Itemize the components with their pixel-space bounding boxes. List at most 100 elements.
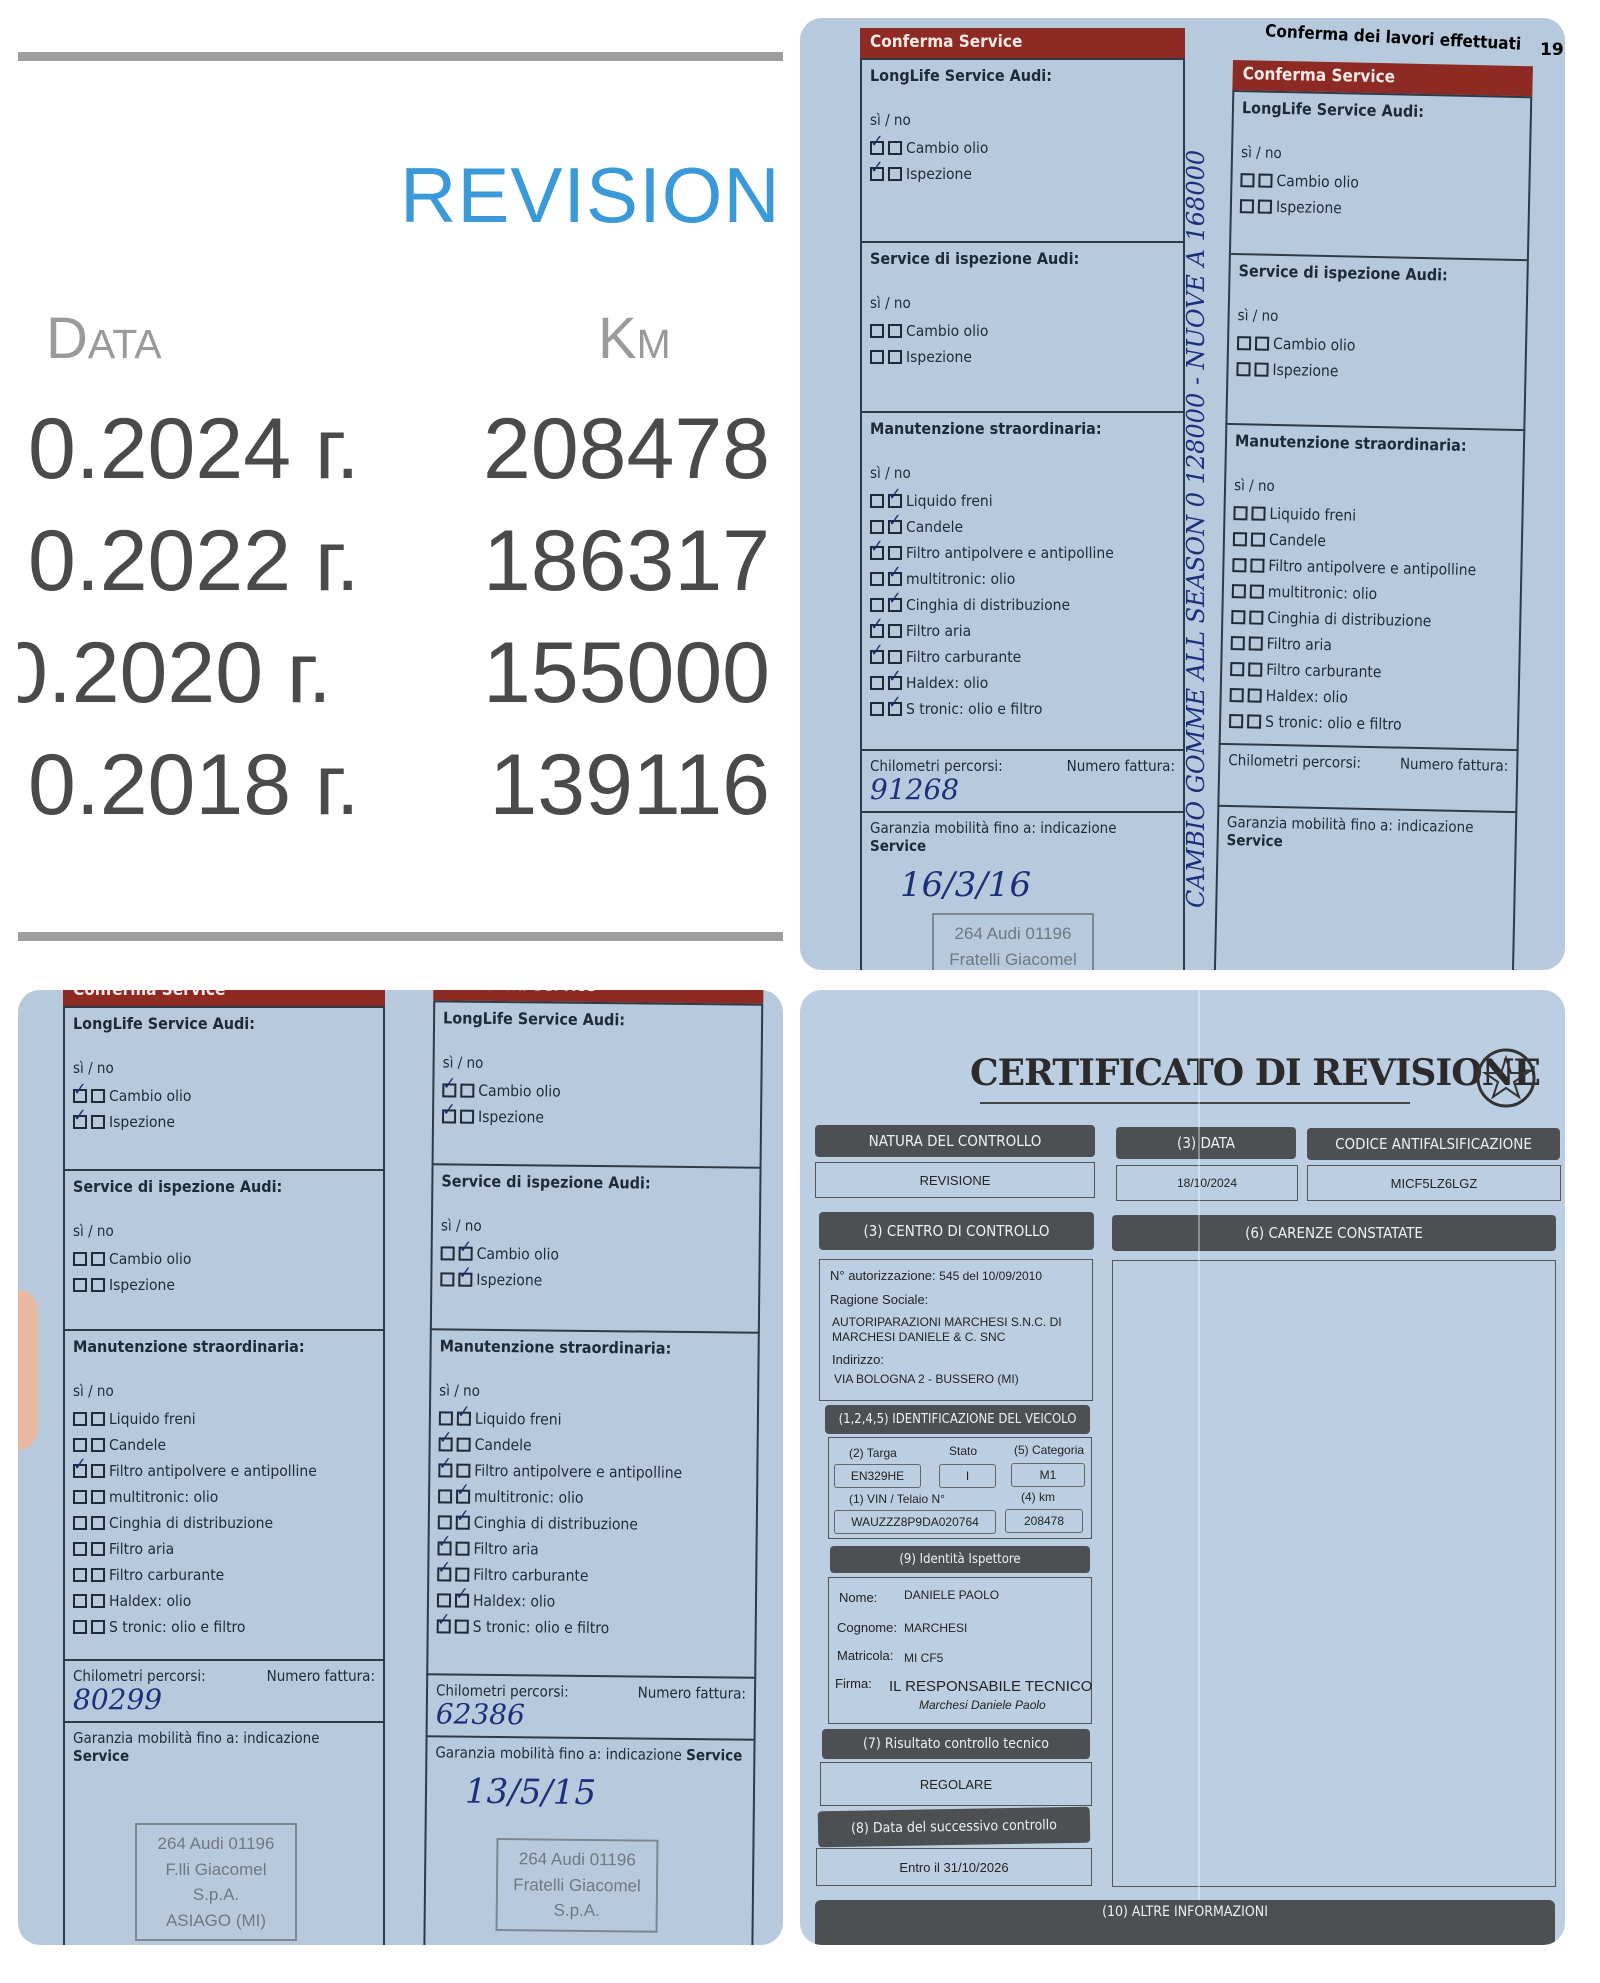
yes-checkbox[interactable] [73, 1620, 87, 1634]
no-checkbox[interactable] [91, 1438, 105, 1452]
no-checkbox[interactable] [1248, 636, 1263, 651]
no-checkbox[interactable] [888, 650, 902, 664]
no-checkbox[interactable] [458, 1272, 473, 1287]
yes-checkbox[interactable] [73, 1438, 87, 1452]
no-checkbox[interactable] [456, 1489, 471, 1504]
yes-checkbox[interactable] [870, 494, 884, 508]
yes-checkbox[interactable] [1232, 558, 1247, 573]
no-checkbox[interactable] [91, 1089, 105, 1103]
no-checkbox[interactable] [1254, 336, 1270, 351]
no-checkbox[interactable] [888, 350, 902, 364]
yes-checkbox[interactable] [870, 536, 884, 560]
yes-checkbox[interactable] [870, 350, 884, 364]
yes-checkbox[interactable] [73, 1454, 87, 1478]
yes-checkbox[interactable] [1231, 584, 1247, 599]
no-checkbox[interactable] [1247, 688, 1262, 703]
yes-checkbox[interactable] [870, 598, 884, 612]
no-checkbox[interactable] [1254, 362, 1269, 377]
yes-checkbox[interactable] [436, 1619, 451, 1634]
yes-checkbox[interactable] [1236, 362, 1251, 377]
no-checkbox[interactable] [91, 1412, 105, 1426]
no-checkbox[interactable] [458, 1246, 473, 1261]
yes-checkbox[interactable] [438, 1411, 453, 1426]
no-checkbox[interactable] [1249, 584, 1265, 599]
yes-checkbox[interactable] [1240, 173, 1255, 188]
no-checkbox[interactable] [888, 484, 902, 508]
yes-checkbox[interactable] [1236, 336, 1252, 351]
no-checkbox[interactable] [1247, 714, 1262, 729]
no-checkbox[interactable] [91, 1115, 105, 1129]
no-checkbox[interactable] [1249, 610, 1264, 625]
yes-checkbox[interactable] [437, 1567, 452, 1582]
no-checkbox[interactable] [1257, 199, 1273, 214]
yes-checkbox[interactable] [870, 324, 884, 338]
yes-checkbox[interactable] [870, 520, 884, 534]
yes-checkbox[interactable] [438, 1463, 453, 1478]
no-checkbox[interactable] [459, 1109, 475, 1124]
no-checkbox[interactable] [888, 324, 902, 338]
yes-checkbox[interactable] [440, 1246, 455, 1261]
yes-checkbox[interactable] [870, 640, 884, 664]
yes-checkbox[interactable] [870, 572, 884, 586]
no-checkbox[interactable] [888, 546, 902, 560]
yes-checkbox[interactable] [1232, 532, 1248, 547]
yes-checkbox[interactable] [73, 1516, 87, 1530]
yes-checkbox[interactable] [73, 1278, 87, 1292]
no-checkbox[interactable] [888, 510, 902, 534]
yes-checkbox[interactable] [73, 1542, 87, 1556]
no-checkbox[interactable] [455, 1515, 470, 1530]
no-checkbox[interactable] [454, 1619, 469, 1634]
no-checkbox[interactable] [456, 1411, 471, 1426]
yes-checkbox[interactable] [1239, 199, 1255, 214]
no-checkbox[interactable] [455, 1567, 470, 1582]
no-checkbox[interactable] [1250, 558, 1265, 573]
yes-checkbox[interactable] [870, 702, 884, 716]
yes-checkbox[interactable] [1229, 714, 1244, 729]
no-checkbox[interactable] [1248, 662, 1263, 677]
yes-checkbox[interactable] [870, 676, 884, 690]
no-checkbox[interactable] [1250, 532, 1266, 547]
yes-checkbox[interactable] [437, 1541, 452, 1556]
no-checkbox[interactable] [888, 666, 902, 690]
no-checkbox[interactable] [91, 1252, 105, 1266]
yes-checkbox[interactable] [1230, 636, 1245, 651]
yes-checkbox[interactable] [441, 1109, 457, 1124]
no-checkbox[interactable] [91, 1516, 105, 1530]
no-checkbox[interactable] [888, 562, 902, 586]
yes-checkbox[interactable] [870, 614, 884, 638]
yes-checkbox[interactable] [870, 131, 884, 155]
yes-checkbox[interactable] [73, 1079, 87, 1103]
no-checkbox[interactable] [456, 1437, 471, 1452]
no-checkbox[interactable] [1258, 173, 1273, 188]
no-checkbox[interactable] [91, 1568, 105, 1582]
no-checkbox[interactable] [1251, 506, 1266, 521]
no-checkbox[interactable] [91, 1620, 105, 1634]
no-checkbox[interactable] [888, 141, 902, 155]
no-checkbox[interactable] [456, 1463, 471, 1478]
no-checkbox[interactable] [455, 1541, 470, 1556]
no-checkbox[interactable] [888, 624, 902, 638]
yes-checkbox[interactable] [438, 1437, 453, 1452]
no-checkbox[interactable] [91, 1594, 105, 1608]
no-checkbox[interactable] [91, 1464, 105, 1478]
no-checkbox[interactable] [91, 1278, 105, 1292]
no-checkbox[interactable] [888, 588, 902, 612]
no-checkbox[interactable] [460, 1083, 475, 1098]
yes-checkbox[interactable] [73, 1490, 87, 1504]
yes-checkbox[interactable] [437, 1515, 452, 1530]
yes-checkbox[interactable] [1230, 662, 1245, 677]
no-checkbox[interactable] [91, 1490, 105, 1504]
no-checkbox[interactable] [91, 1542, 105, 1556]
yes-checkbox[interactable] [73, 1105, 87, 1129]
yes-checkbox[interactable] [436, 1593, 452, 1608]
yes-checkbox[interactable] [440, 1272, 455, 1287]
yes-checkbox[interactable] [73, 1568, 87, 1582]
yes-checkbox[interactable] [73, 1594, 87, 1608]
no-checkbox[interactable] [888, 167, 902, 181]
yes-checkbox[interactable] [438, 1489, 453, 1504]
yes-checkbox[interactable] [442, 1083, 457, 1098]
yes-checkbox[interactable] [1233, 506, 1248, 521]
no-checkbox[interactable] [888, 692, 902, 716]
yes-checkbox[interactable] [1229, 688, 1244, 703]
yes-checkbox[interactable] [870, 157, 884, 181]
